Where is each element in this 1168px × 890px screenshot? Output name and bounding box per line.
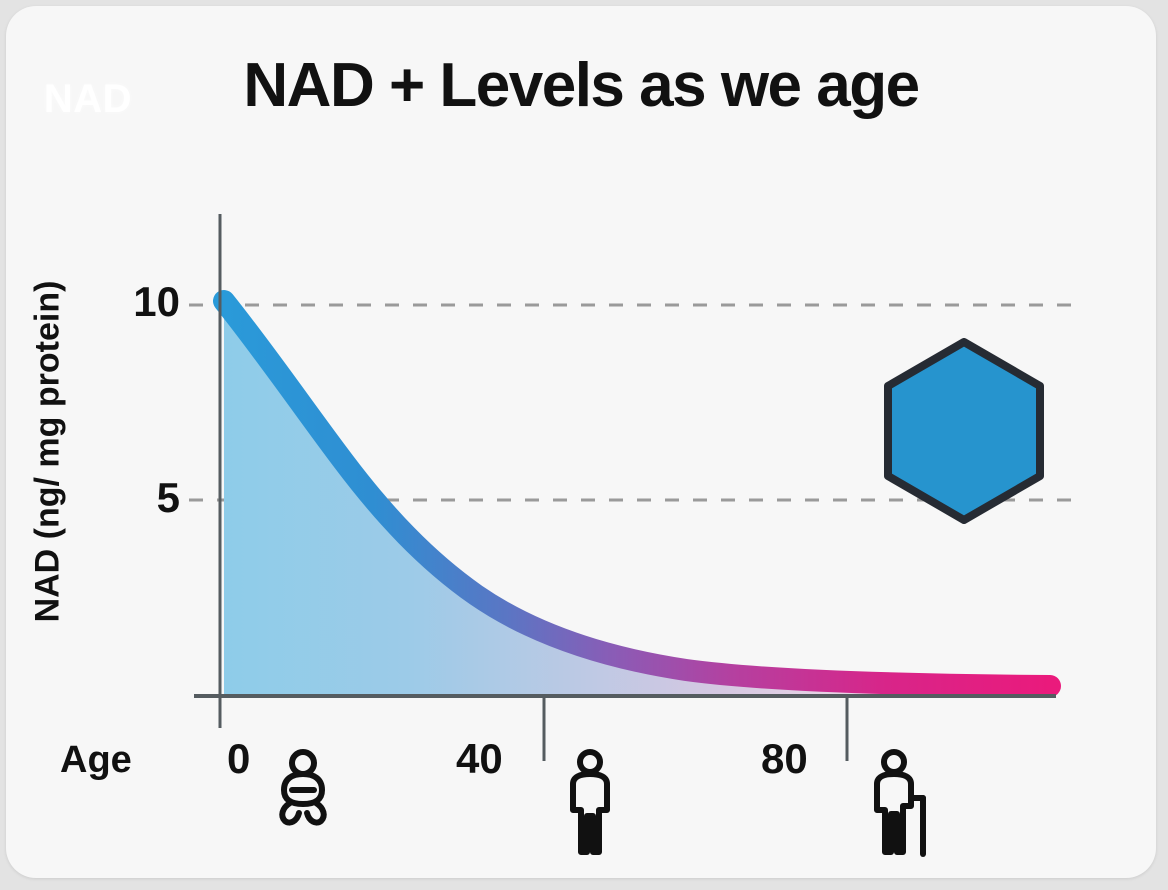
page-title: NAD + Levels as we age <box>243 51 920 120</box>
x-tick-label-0: 0 <box>227 735 251 782</box>
chart-card: NAD + Levels as we age NAD (ng/ mg prote… <box>6 6 1156 878</box>
x-tick-label-40: 40 <box>456 735 503 782</box>
elderly-person-with-cane-icon <box>874 749 926 857</box>
y-tick-label-10: 10 <box>133 278 180 325</box>
nad-curve <box>213 290 1061 697</box>
adult-person-icon <box>570 749 610 855</box>
y-tick-label-5: 5 <box>156 474 180 521</box>
nad-hexagon-badge <box>884 338 1044 524</box>
x-tick-label-80: 80 <box>761 735 808 782</box>
nad-decay-plot <box>189 214 1072 761</box>
x-axis-name: Age <box>60 739 132 781</box>
infant-icon <box>279 749 327 826</box>
area-fill <box>224 303 1052 696</box>
